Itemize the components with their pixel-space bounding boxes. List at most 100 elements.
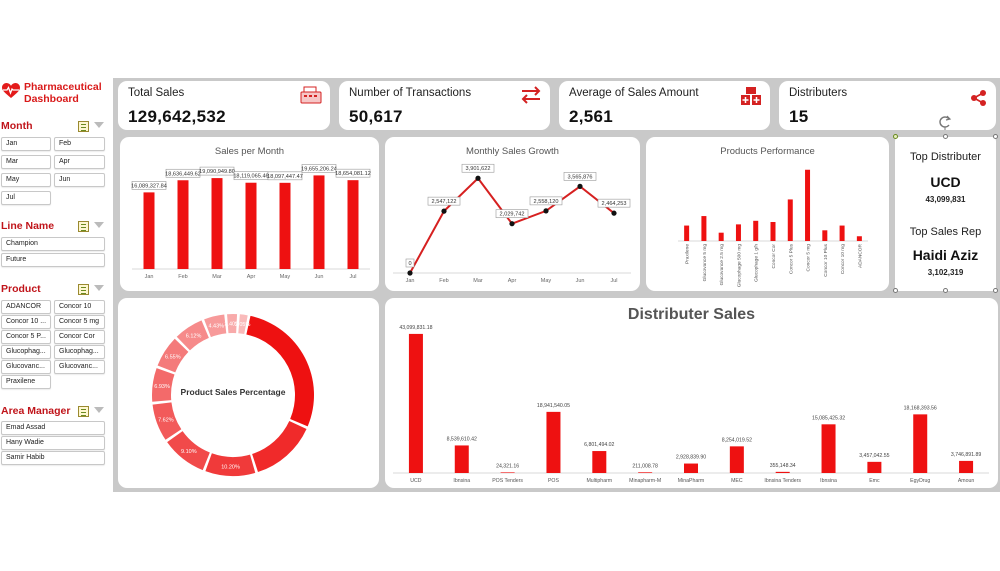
- data-label-box: [405, 258, 415, 268]
- total-sales-card: Total Sales 129,642,532: [118, 81, 330, 130]
- selection-handle[interactable]: [993, 288, 998, 293]
- transactions-card: Number of Transactions 50,617: [339, 81, 550, 130]
- bar: [546, 411, 561, 473]
- kpi-label: Average of Sales Amount: [569, 87, 699, 99]
- x-tick-label: Jul: [610, 278, 617, 284]
- donut-slice: [204, 314, 227, 338]
- data-label: 0: [408, 261, 411, 267]
- data-point: [543, 208, 549, 214]
- distributer-sales-card: Distributer Sales 43,099,831.18 UCD 8,539,…: [385, 298, 998, 488]
- distributers-card: Distributers 15: [779, 81, 996, 130]
- product-item[interactable]: Glucovanc...: [54, 360, 105, 374]
- clear-filter-icon[interactable]: [94, 285, 104, 291]
- bar: [775, 471, 790, 473]
- product-item[interactable]: Concor 5 mg: [54, 315, 105, 329]
- data-label: 18,654,081.12: [335, 171, 371, 177]
- data-label-box: [267, 171, 303, 181]
- multi-select-icon[interactable]: [78, 284, 89, 295]
- selection-handle[interactable]: [943, 134, 948, 139]
- data-label: 18,636,449.62: [165, 171, 201, 177]
- x-tick-label: POS: [548, 478, 559, 484]
- donut-slice: [176, 320, 209, 351]
- product-item[interactable]: Concor 5 P...: [1, 330, 51, 344]
- clear-filter-icon[interactable]: [94, 222, 104, 228]
- product-item[interactable]: Concor Cor: [54, 330, 105, 344]
- data-label: 2,558,120: [534, 199, 559, 205]
- top-distributer-name: UCD: [930, 174, 961, 190]
- product-slicer: Product ADANCOR Concor 10 Concor 10 ... …: [0, 282, 110, 389]
- multi-select-icon[interactable]: [78, 121, 89, 132]
- data-label: 211,008.78: [632, 463, 658, 469]
- heart-pulse-icon: [2, 83, 20, 98]
- bar: [753, 220, 759, 241]
- product-slicer-label: Product: [1, 283, 41, 295]
- data-label-box: [301, 164, 337, 173]
- product-item[interactable]: Glucophag...: [54, 345, 105, 359]
- bar: [684, 463, 698, 473]
- month-item[interactable]: Jan: [1, 137, 51, 151]
- data-label: 16,089,327.84: [131, 183, 167, 189]
- data-point: [611, 210, 617, 216]
- multi-select-icon[interactable]: [78, 406, 89, 417]
- top-distributer-label: Top Distributer: [910, 151, 981, 163]
- area-manager-item[interactable]: Hany Wadie: [1, 436, 105, 450]
- clear-filter-icon[interactable]: [94, 122, 104, 128]
- donut-slice: [167, 431, 210, 471]
- x-tick-label: Concor 5 mg: [806, 244, 812, 272]
- product-item[interactable]: Glucophag...: [1, 345, 51, 359]
- month-item[interactable]: Feb: [54, 137, 105, 151]
- month-item[interactable]: Jul: [1, 191, 51, 205]
- bar: [913, 414, 928, 473]
- selection-handle[interactable]: [893, 134, 898, 139]
- sales-per-month-card: Sales per Month 16,089,327.84 Jan 18,636,4…: [120, 137, 379, 291]
- x-tick-label: Concor 10 Plus: [823, 243, 829, 276]
- selection-handle[interactable]: [893, 288, 898, 293]
- x-tick-label: Mar: [473, 278, 483, 284]
- selection-handle[interactable]: [943, 288, 948, 293]
- line-name-item[interactable]: Future: [1, 253, 105, 267]
- slice-label: 6.12%: [186, 333, 202, 339]
- data-label-box: [529, 196, 563, 206]
- rotate-handle-icon[interactable]: [938, 114, 952, 130]
- product-item[interactable]: Praxilene: [1, 375, 51, 389]
- products-performance-chart: Praxilene Glucovance 5 mg Glucovance 2.5 m…: [678, 169, 868, 288]
- product-item[interactable]: Concor 10 ...: [1, 315, 51, 329]
- x-tick-label: Mar: [212, 274, 222, 280]
- data-label: 43,099,831.18: [399, 325, 432, 331]
- month-item[interactable]: Apr: [54, 155, 105, 169]
- data-point: [441, 208, 447, 214]
- data-label: 3,901,622: [466, 166, 491, 172]
- area-manager-item[interactable]: Emad Assad: [1, 421, 105, 435]
- clear-filter-icon[interactable]: [94, 407, 104, 413]
- x-tick-label: May: [541, 278, 552, 284]
- top-distributer-value: 43,099,831: [925, 195, 966, 204]
- product-item[interactable]: ADANCOR: [1, 300, 51, 314]
- top-performers-card[interactable]: Top Distributer UCD 43,099,831 Top Sales…: [895, 137, 996, 291]
- multi-select-icon[interactable]: [78, 221, 89, 232]
- monthly-sales-growth-card: Monthly Sales Growth 0 Jan 2,547,122 Feb 3,9…: [385, 137, 640, 291]
- chart-title: Sales per Month: [214, 146, 285, 157]
- donut-slice: [227, 314, 238, 334]
- product-sales-percentage-chart: 10.20% 9.10% 7.62% 6.93% 6.55% 6.12% 4.43% 2.40…: [152, 314, 314, 476]
- x-tick-label: Concor Cor: [771, 244, 777, 269]
- data-label: 2,547,122: [432, 199, 457, 205]
- sidebar: Pharmaceutical Dashboard Month Jan Feb M…: [0, 78, 112, 492]
- product-item[interactable]: Glucovanc...: [1, 360, 51, 374]
- data-point: [407, 270, 413, 276]
- month-item[interactable]: Mar: [1, 155, 51, 169]
- line-name-item[interactable]: Champion: [1, 237, 105, 251]
- data-label: 2,928,839.90: [676, 455, 706, 461]
- donut-slice: [238, 314, 248, 335]
- month-item[interactable]: Jun: [54, 173, 105, 187]
- kpi-label: Total Sales: [128, 87, 185, 99]
- line-name-slicer-label: Line Name: [1, 220, 55, 232]
- month-item[interactable]: May: [1, 173, 51, 187]
- area-manager-item[interactable]: Samir Habib: [1, 451, 105, 465]
- x-tick-label: Glucophage 500 mg: [736, 244, 742, 288]
- product-item[interactable]: Concor 10: [54, 300, 105, 314]
- slice-label: 2.40%: [224, 322, 240, 328]
- selection-handle[interactable]: [993, 134, 998, 139]
- chart-title: Distributer Sales: [627, 306, 756, 323]
- bar: [684, 225, 690, 241]
- bar: [805, 169, 811, 241]
